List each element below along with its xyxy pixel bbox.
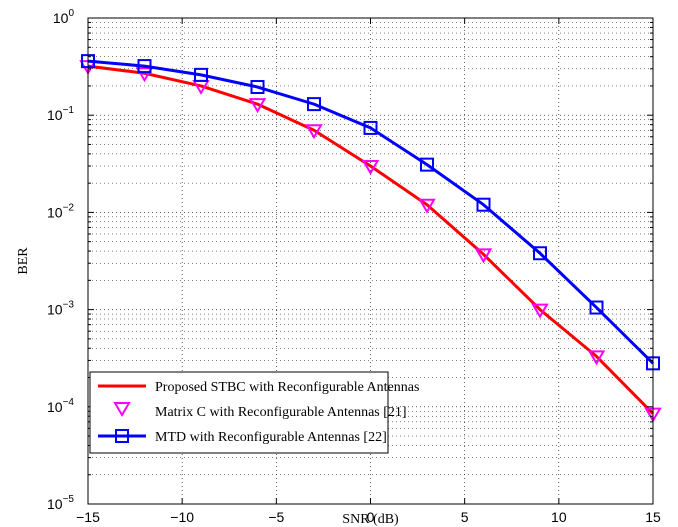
triangle-marker <box>248 98 267 114</box>
x-tick-label: 5 <box>461 509 469 525</box>
triangle-marker <box>418 198 436 214</box>
legend-label-matrix-c: Matrix C with Reconfigurable Antennas [2… <box>155 405 407 420</box>
square-marker <box>307 97 321 112</box>
y-tick-label: 100 <box>53 8 75 26</box>
y-tick-label: 10−1 <box>47 105 74 123</box>
square-marker <box>533 246 547 261</box>
x-tick-label: −5 <box>268 509 284 525</box>
square-marker <box>363 120 378 135</box>
series-line-0 <box>87 64 655 415</box>
y-axis-label: BER <box>16 247 31 275</box>
y-tick-label: 10−4 <box>47 397 74 415</box>
y-tick-label: 10−5 <box>47 494 74 512</box>
square-marker <box>420 157 434 172</box>
legend-label-mtd: MTD with Reconfigurable Antennas [22] <box>155 430 387 445</box>
x-tick-label: 15 <box>645 509 661 525</box>
axis-ticks <box>87 17 654 505</box>
x-tick-label: 0 <box>367 509 375 525</box>
data-series <box>79 54 662 423</box>
legend-triangle-marker <box>113 402 131 417</box>
y-tick-labels: 100 10−1 10−2 10−3 10−4 10−5 <box>47 8 74 512</box>
triangle-marker <box>531 303 549 319</box>
square-marker <box>589 300 604 315</box>
triangle-marker <box>135 67 154 83</box>
square-marker <box>250 80 265 95</box>
legend: Proposed STBC with Reconfigurable Antenn… <box>89 371 419 454</box>
x-axis-label: SNR (dB) <box>342 512 399 527</box>
legend-label-proposed: Proposed STBC with Reconfigurable Antenn… <box>155 380 419 395</box>
y-tick-label: 10−3 <box>47 300 74 318</box>
triangle-marker <box>587 350 606 366</box>
legend-square-marker <box>115 429 129 443</box>
y-tick-label: 10−2 <box>47 202 74 220</box>
series-line-2 <box>87 59 655 365</box>
x-tick-label: −15 <box>76 509 100 525</box>
triangle-marker <box>361 160 380 176</box>
square-marker <box>194 67 208 82</box>
x-tick-labels: −15 −10 −5 0 5 10 15 <box>76 509 661 525</box>
square-marker <box>137 59 152 74</box>
triangle-marker <box>474 248 493 264</box>
x-tick-label: −10 <box>170 509 194 525</box>
triangle-marker <box>305 124 323 140</box>
square-marker <box>476 197 491 212</box>
x-tick-label: 10 <box>551 509 567 525</box>
